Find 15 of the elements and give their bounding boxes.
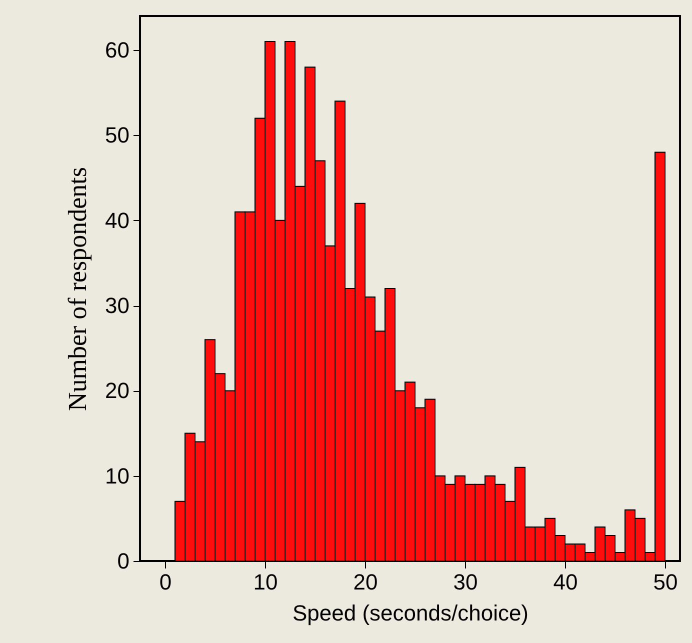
x-axis-title: Speed (seconds/choice) [292,600,529,626]
x-tick-label: 40 [553,570,578,594]
y-axis-title: Number of respondents [63,166,92,412]
y-tick-label: 0 [117,548,130,574]
y-tick-label: 20 [105,378,130,404]
x-tick-label: 30 [453,570,478,594]
x-tick-label: 20 [353,570,378,594]
y-tick-label: 50 [105,122,130,148]
y-tick-label: 40 [105,208,130,233]
y-tick-label: 60 [105,38,130,63]
x-tick-label: 50 [653,570,678,594]
y-tick-label: 10 [105,463,130,488]
x-tick-label: 10 [253,570,278,594]
x-tick-label: 0 [159,570,172,594]
y-tick-label: 30 [105,293,130,318]
